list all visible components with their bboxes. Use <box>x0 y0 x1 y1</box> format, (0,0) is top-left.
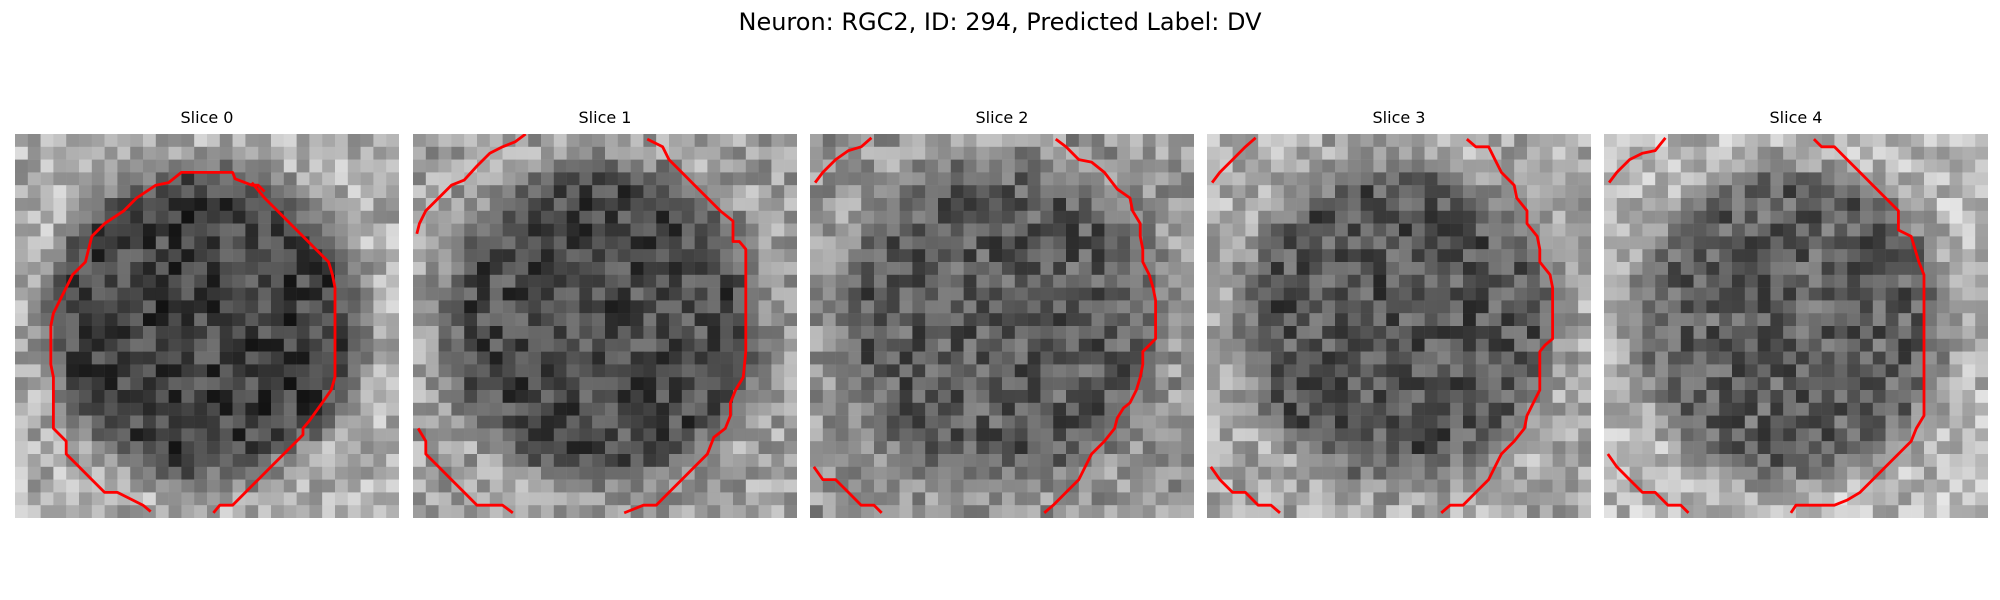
grayscale-pixel-grid <box>1604 134 1988 518</box>
segmentation-contour <box>416 427 514 515</box>
microscopy-image <box>15 134 399 518</box>
microscopy-image <box>1207 134 1591 518</box>
segmentation-contour <box>1440 138 1555 514</box>
slice-panel-2: Slice 2 <box>810 108 1194 518</box>
slice-title: Slice 3 <box>1372 108 1426 127</box>
slice-panel-1: Slice 1 <box>413 108 797 518</box>
slice-panel-3: Slice 3 <box>1207 108 1591 518</box>
segmentation-contour <box>1043 137 1158 514</box>
segmentation-contour <box>212 181 337 514</box>
slice-panel-4: Slice 4 <box>1604 108 1988 518</box>
microscopy-image <box>1604 134 1988 518</box>
segmentation-contour <box>1789 138 1926 514</box>
slice-title: Slice 1 <box>578 108 632 127</box>
grayscale-pixel-grid <box>1207 134 1591 518</box>
segmentation-contour <box>813 136 873 184</box>
microscopy-image <box>413 134 797 518</box>
segmentation-contour <box>1606 453 1690 514</box>
slice-title: Slice 2 <box>975 108 1029 127</box>
segmentation-contour <box>1210 136 1257 184</box>
segmentation-contour <box>1209 465 1281 514</box>
grayscale-pixel-grid <box>413 134 797 518</box>
microscopy-image <box>810 134 1194 518</box>
grayscale-pixel-grid <box>810 134 1194 518</box>
segmentation-contour <box>812 465 883 514</box>
slice-panel-0: Slice 0 <box>15 108 399 518</box>
segmentation-contour <box>623 137 748 515</box>
figure-title: Neuron: RGC2, ID: 294, Predicted Label: … <box>738 8 1262 36</box>
segmentation-contour <box>1607 136 1667 184</box>
slice-title: Slice 0 <box>180 108 234 127</box>
segmentation-contour <box>415 134 527 235</box>
grayscale-pixel-grid <box>15 134 399 518</box>
slice-title: Slice 4 <box>1769 108 1823 127</box>
segmentation-contour <box>49 170 266 513</box>
